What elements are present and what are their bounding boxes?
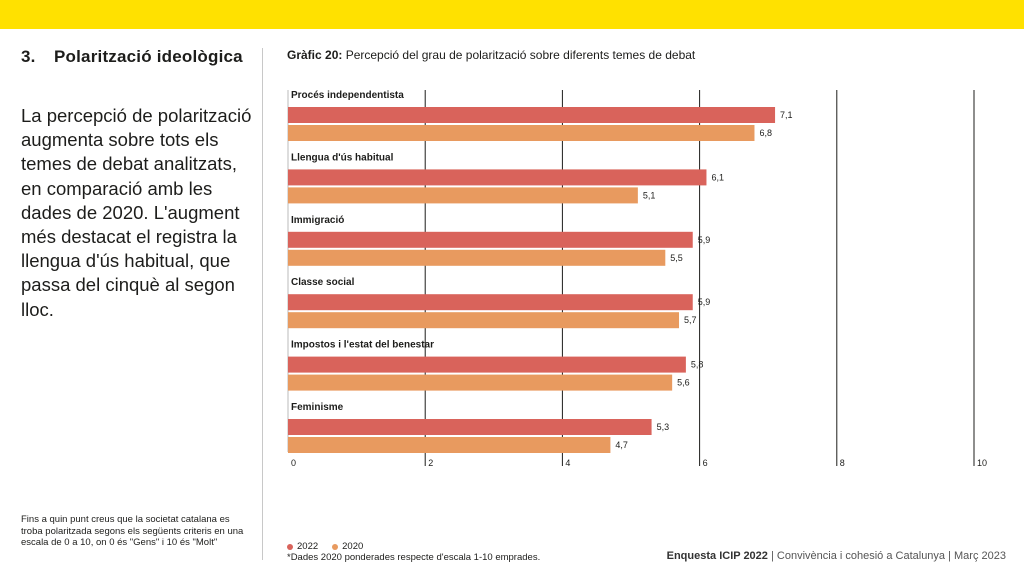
bar-2020	[288, 312, 680, 329]
data-label-2022: 5,3	[657, 422, 670, 432]
footer: Enquesta ICIP 2022 | Convivència i cohes…	[667, 550, 1006, 562]
x-tick-label: 8	[840, 458, 845, 468]
category-label: Procés independentista	[291, 90, 404, 101]
column-divider	[262, 48, 263, 560]
bar-2020	[288, 249, 666, 266]
chart-title-text: Percepció del grau de polarització sobre…	[345, 48, 696, 62]
x-tick-label: 2	[428, 458, 433, 468]
legend-swatch-2020	[332, 543, 339, 550]
data-label-2022: 6,1	[711, 172, 724, 182]
category-label: Classe social	[291, 277, 355, 288]
legend-swatch-2022	[287, 543, 293, 550]
data-label-2020: 5,1	[643, 190, 656, 200]
section-heading: 3. Polarització ideològica	[21, 47, 243, 67]
weighting-note: *Dades 2020 ponderades respecte d'escala…	[287, 552, 541, 563]
data-label-2020: 5,7	[684, 315, 697, 325]
category-label: Llengua d'ús habitual	[291, 152, 394, 163]
bar-2022	[288, 169, 707, 186]
bar-2022	[288, 294, 693, 311]
bar-2022	[288, 231, 693, 248]
legend-label-2022: 2022	[297, 541, 319, 552]
category-label: Immigració	[291, 215, 344, 226]
x-tick-label: 0	[291, 458, 296, 468]
category-label: Feminisme	[291, 402, 344, 413]
data-label-2022: 5,8	[691, 360, 704, 370]
data-label-2022: 5,9	[698, 297, 711, 307]
section-title: Polarització ideològica	[54, 47, 243, 66]
bar-2020	[288, 437, 611, 453]
bar-2020	[288, 125, 755, 141]
data-label-2020: 5,5	[670, 253, 683, 263]
legend-label-2020: 2020	[342, 541, 364, 552]
x-tick-label: 6	[703, 458, 708, 468]
x-tick-label: 4	[565, 458, 570, 468]
bar-2022	[288, 419, 652, 435]
category-label: Impostos i l'estat del benestar	[291, 340, 434, 351]
data-label-2022: 7,1	[780, 110, 793, 120]
survey-question-note: Fins a quin punt creus que la societat c…	[21, 514, 244, 548]
section-number: 3.	[21, 47, 36, 66]
footer-brand: Enquesta ICIP 2022	[666, 550, 768, 562]
data-label-2020: 4,7	[615, 440, 628, 450]
chart-legend: 2022 2020	[287, 541, 363, 552]
x-tick-label: 10	[977, 458, 987, 468]
bar-2020	[288, 374, 673, 391]
data-label-2022: 5,9	[698, 235, 711, 245]
lead-paragraph: La percepció de polarització augmenta so…	[21, 105, 252, 320]
top-banner	[0, 0, 1024, 29]
bar-2022	[288, 356, 686, 373]
footer-text: | Convivència i cohesió a Catalunya | Ma…	[767, 550, 1006, 562]
chart-number: Gràfic 20:	[287, 48, 343, 62]
data-label-2020: 5,6	[677, 378, 690, 388]
bar-2020	[288, 187, 638, 204]
bar-2022	[288, 107, 776, 123]
legend-item-2022: 2022	[287, 541, 318, 552]
legend-item-2020: 2020	[332, 541, 363, 552]
chart-title: Gràfic 20: Percepció del grau de polarit…	[287, 48, 695, 62]
data-label-2020: 6,8	[759, 128, 772, 138]
